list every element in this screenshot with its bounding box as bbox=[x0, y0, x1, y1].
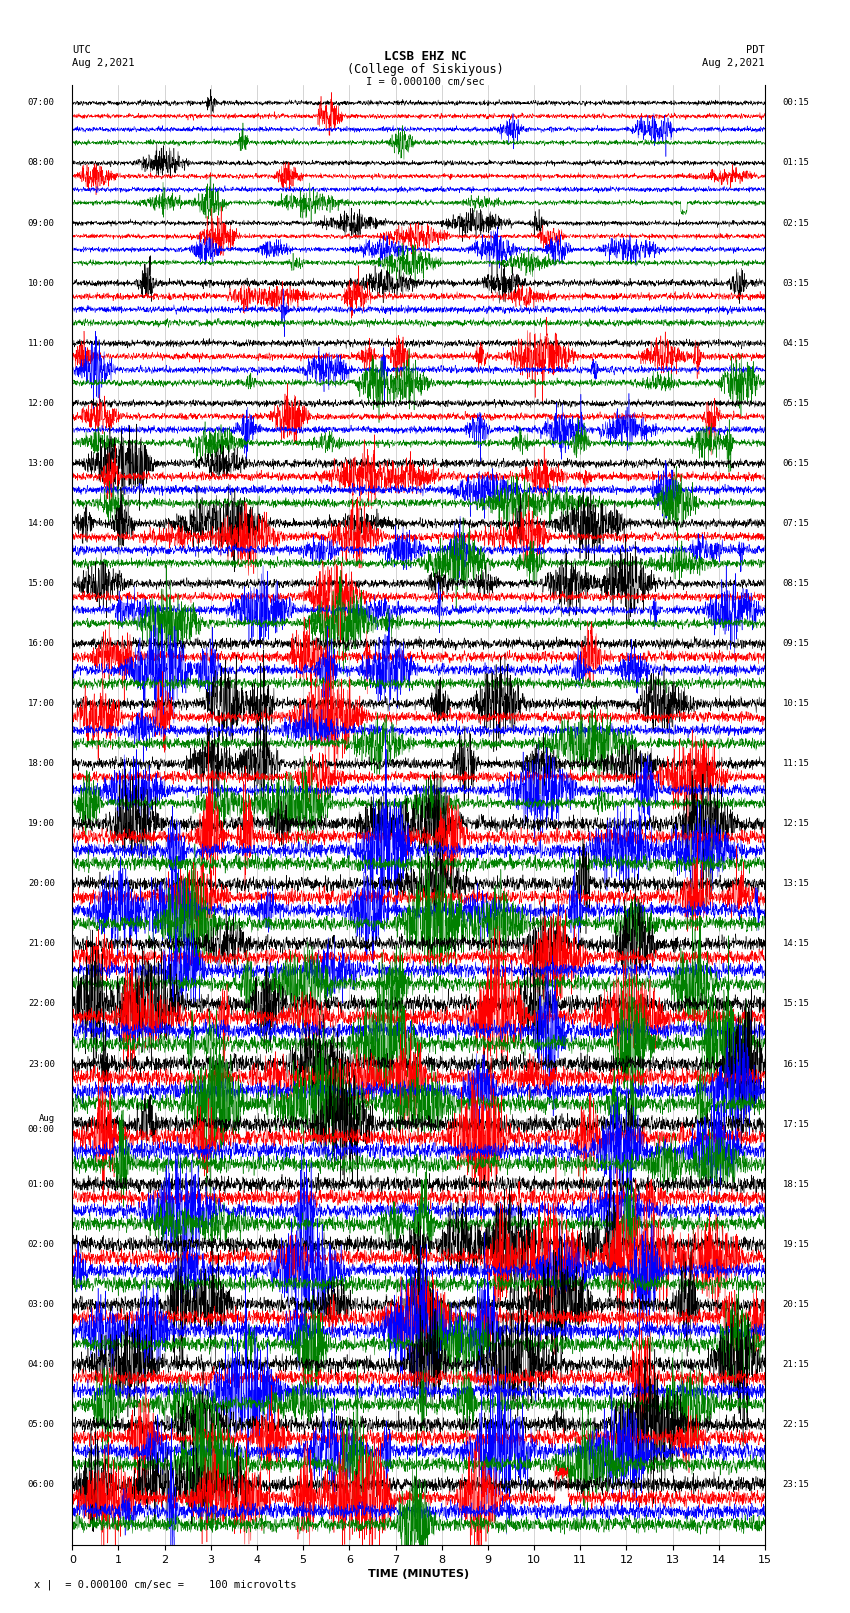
Text: Aug 2,2021: Aug 2,2021 bbox=[72, 58, 135, 68]
Text: 03:00: 03:00 bbox=[28, 1300, 54, 1308]
Text: (College of Siskiyous): (College of Siskiyous) bbox=[347, 63, 503, 76]
Text: I = 0.000100 cm/sec: I = 0.000100 cm/sec bbox=[366, 77, 484, 87]
Text: 19:15: 19:15 bbox=[783, 1240, 809, 1248]
Text: 11:00: 11:00 bbox=[28, 339, 54, 348]
Text: 11:15: 11:15 bbox=[783, 760, 809, 768]
Text: 23:00: 23:00 bbox=[28, 1060, 54, 1068]
Text: 22:00: 22:00 bbox=[28, 1000, 54, 1008]
Text: 10:00: 10:00 bbox=[28, 279, 54, 287]
Text: 10:15: 10:15 bbox=[783, 698, 809, 708]
Text: 08:00: 08:00 bbox=[28, 158, 54, 168]
Text: x |  = 0.000100 cm/sec =    100 microvolts: x | = 0.000100 cm/sec = 100 microvolts bbox=[34, 1579, 297, 1590]
Text: 20:15: 20:15 bbox=[783, 1300, 809, 1308]
Text: 02:15: 02:15 bbox=[783, 218, 809, 227]
Text: 08:15: 08:15 bbox=[783, 579, 809, 589]
Text: 15:00: 15:00 bbox=[28, 579, 54, 589]
Text: 04:15: 04:15 bbox=[783, 339, 809, 348]
Text: 21:15: 21:15 bbox=[783, 1360, 809, 1369]
Text: 02:00: 02:00 bbox=[28, 1240, 54, 1248]
Text: 13:15: 13:15 bbox=[783, 879, 809, 889]
Text: 06:00: 06:00 bbox=[28, 1481, 54, 1489]
Text: UTC: UTC bbox=[72, 45, 91, 55]
Text: 23:15: 23:15 bbox=[783, 1481, 809, 1489]
Text: 22:15: 22:15 bbox=[783, 1419, 809, 1429]
Text: LCSB EHZ NC: LCSB EHZ NC bbox=[383, 50, 467, 63]
Text: 03:15: 03:15 bbox=[783, 279, 809, 287]
Text: Aug
00:00: Aug 00:00 bbox=[28, 1115, 54, 1134]
Text: 09:00: 09:00 bbox=[28, 218, 54, 227]
Text: 14:00: 14:00 bbox=[28, 519, 54, 527]
Text: 05:15: 05:15 bbox=[783, 398, 809, 408]
Text: 17:15: 17:15 bbox=[783, 1119, 809, 1129]
Text: 01:00: 01:00 bbox=[28, 1179, 54, 1189]
Text: 09:15: 09:15 bbox=[783, 639, 809, 648]
Text: 17:00: 17:00 bbox=[28, 698, 54, 708]
Text: 21:00: 21:00 bbox=[28, 939, 54, 948]
Text: 04:00: 04:00 bbox=[28, 1360, 54, 1369]
Text: 16:00: 16:00 bbox=[28, 639, 54, 648]
Text: 16:15: 16:15 bbox=[783, 1060, 809, 1068]
Text: Aug 2,2021: Aug 2,2021 bbox=[702, 58, 765, 68]
Text: 05:00: 05:00 bbox=[28, 1419, 54, 1429]
Text: 18:15: 18:15 bbox=[783, 1179, 809, 1189]
Text: 07:00: 07:00 bbox=[28, 98, 54, 108]
Text: 18:00: 18:00 bbox=[28, 760, 54, 768]
Text: PDT: PDT bbox=[746, 45, 765, 55]
X-axis label: TIME (MINUTES): TIME (MINUTES) bbox=[368, 1569, 469, 1579]
Text: 20:00: 20:00 bbox=[28, 879, 54, 889]
Text: 19:00: 19:00 bbox=[28, 819, 54, 829]
Text: 06:15: 06:15 bbox=[783, 458, 809, 468]
Text: 15:15: 15:15 bbox=[783, 1000, 809, 1008]
Text: 12:15: 12:15 bbox=[783, 819, 809, 829]
Text: 01:15: 01:15 bbox=[783, 158, 809, 168]
Text: 00:15: 00:15 bbox=[783, 98, 809, 108]
Text: 13:00: 13:00 bbox=[28, 458, 54, 468]
Text: 12:00: 12:00 bbox=[28, 398, 54, 408]
Text: 07:15: 07:15 bbox=[783, 519, 809, 527]
Text: 14:15: 14:15 bbox=[783, 939, 809, 948]
